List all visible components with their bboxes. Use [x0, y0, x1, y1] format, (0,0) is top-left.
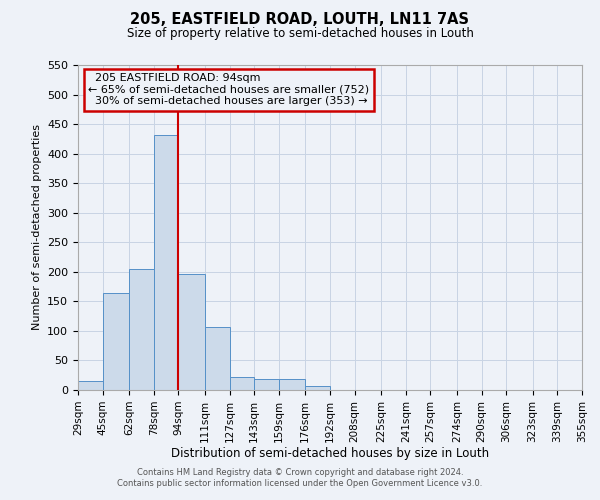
- Bar: [305, 386, 330, 390]
- Bar: [254, 380, 279, 390]
- Text: 205, EASTFIELD ROAD, LOUTH, LN11 7AS: 205, EASTFIELD ROAD, LOUTH, LN11 7AS: [131, 12, 470, 28]
- Bar: [78, 381, 103, 390]
- Bar: [205, 327, 230, 390]
- Text: 205 EASTFIELD ROAD: 94sqm
← 65% of semi-detached houses are smaller (752)
  30% : 205 EASTFIELD ROAD: 94sqm ← 65% of semi-…: [88, 73, 369, 106]
- Y-axis label: Number of semi-detached properties: Number of semi-detached properties: [32, 124, 41, 330]
- Bar: [103, 292, 129, 390]
- X-axis label: Distribution of semi-detached houses by size in Louth: Distribution of semi-detached houses by …: [171, 448, 489, 460]
- Bar: [178, 274, 205, 390]
- Bar: [279, 380, 305, 390]
- Text: Size of property relative to semi-detached houses in Louth: Size of property relative to semi-detach…: [127, 28, 473, 40]
- Text: Contains HM Land Registry data © Crown copyright and database right 2024.
Contai: Contains HM Land Registry data © Crown c…: [118, 468, 482, 487]
- Bar: [129, 269, 154, 390]
- Bar: [230, 377, 254, 390]
- Bar: [154, 134, 178, 390]
